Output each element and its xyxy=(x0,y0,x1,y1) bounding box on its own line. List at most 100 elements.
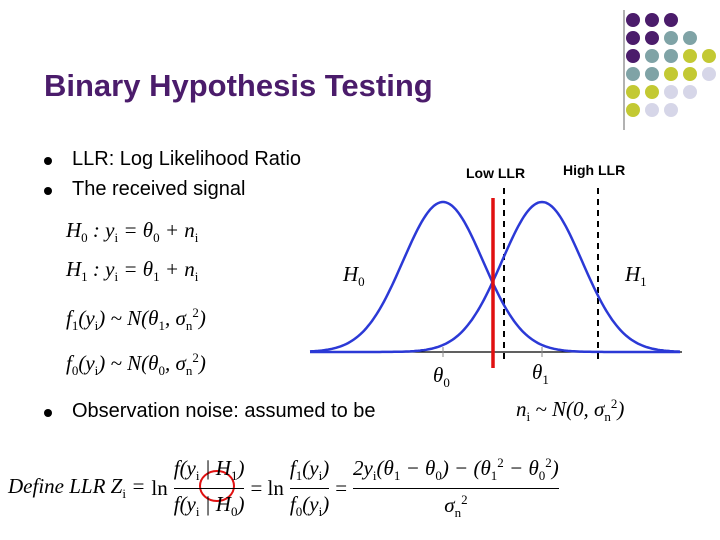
subscript: 0 xyxy=(71,363,79,379)
math-text: + n xyxy=(159,218,195,242)
low-llr-label: Low LLR xyxy=(466,165,526,181)
fraction: 2yi(θ1 − θ0) − (θ12 − θ02) σn2 xyxy=(353,455,559,520)
theta0-label: θ0 xyxy=(433,363,450,391)
math-text: ) ~ N(θ xyxy=(98,351,159,375)
math-text: ) xyxy=(617,397,625,421)
subscript: n xyxy=(604,409,611,425)
subscript: 1 xyxy=(490,468,498,484)
math-text: − θ xyxy=(503,456,539,481)
subscript: 1 xyxy=(542,372,549,388)
subscript: i xyxy=(114,269,119,285)
math-text: ) xyxy=(322,491,330,516)
math-text: | H xyxy=(199,491,231,516)
math-text: ) xyxy=(237,456,245,481)
ln-circle xyxy=(199,470,235,502)
math-text: f(y xyxy=(173,491,196,516)
subscript: i xyxy=(94,363,99,379)
math-text: ) xyxy=(551,456,559,481)
math-text: H xyxy=(66,257,82,281)
denominator: f0(yi) xyxy=(290,492,329,520)
math-text: = θ xyxy=(118,257,154,281)
equation: ni ~ N(0, σn2) xyxy=(516,396,624,425)
llr-eq: = xyxy=(335,475,348,500)
math-text: : y xyxy=(87,257,115,281)
title: Binary Hypothesis Testing xyxy=(44,68,433,103)
subscript: 0 xyxy=(295,503,303,519)
bullet-text: Observation noise: assumed to be xyxy=(72,400,376,422)
bullet: Observation noise: assumed to be xyxy=(44,400,376,423)
math-text: ) ~ N(θ xyxy=(98,306,159,330)
math-text: H xyxy=(343,262,359,286)
h1-curve xyxy=(310,200,681,354)
dot-grid xyxy=(626,13,716,117)
denominator: f(yi | H0) xyxy=(174,492,245,520)
h0-curve xyxy=(309,200,680,354)
subscript: i xyxy=(195,503,200,519)
math-text: (y xyxy=(78,351,95,375)
math-text: (y xyxy=(302,456,319,481)
high-llr-label: High LLR xyxy=(563,162,626,178)
subscript: n xyxy=(454,504,462,520)
math-text: f(y xyxy=(173,456,196,481)
math-text: + n xyxy=(159,257,195,281)
math-text: ) xyxy=(198,306,206,330)
math-text: θ xyxy=(532,360,543,384)
math-text: , σ xyxy=(164,351,186,375)
subscript: 1 xyxy=(295,468,303,484)
subscript: 1 xyxy=(158,318,165,334)
h1-label: H1 xyxy=(625,262,647,290)
numerator: f1(yi) xyxy=(290,456,329,484)
math-text: f xyxy=(289,491,296,516)
math-text: f xyxy=(289,456,296,481)
subscript: 1 xyxy=(81,269,88,285)
superscript: 2 xyxy=(497,455,504,471)
llr-eq: = ln xyxy=(250,475,284,500)
math-text: = θ xyxy=(118,218,154,242)
numerator: f(yi | H1) xyxy=(174,456,245,484)
math-text: H xyxy=(66,218,82,242)
gaussian-figure xyxy=(199,188,682,502)
math-text: (θ xyxy=(376,456,394,481)
h0-label: H0 xyxy=(343,262,365,290)
fraction: f1(yi) f0(yi) xyxy=(289,456,330,520)
subscript: i xyxy=(318,503,323,519)
subscript: 0 xyxy=(81,230,88,246)
denominator: σn2 xyxy=(444,492,467,521)
math-text: ) − (θ xyxy=(441,456,491,481)
subscript: 0 xyxy=(435,468,442,484)
subscript: 0 xyxy=(358,274,365,290)
subscript: i xyxy=(195,468,200,484)
math-text: f xyxy=(66,351,72,375)
subscript: n xyxy=(185,318,193,334)
numerator: 2yi(θ1 − θ0) − (θ12 − θ02) xyxy=(353,455,559,484)
math-text: 2y xyxy=(353,456,373,481)
subscript: i xyxy=(122,486,126,502)
superscript: 2 xyxy=(461,491,468,507)
subscript: i xyxy=(526,409,531,425)
llr-ln: ln xyxy=(151,475,168,500)
theta1-label: θ1 xyxy=(532,360,549,388)
equation: f1(yi) ~ N(θ1, σn2) xyxy=(66,305,206,334)
math-text: θ xyxy=(433,363,444,387)
superscript: 2 xyxy=(610,396,618,411)
subscript: n xyxy=(185,363,193,379)
subscript: 0 xyxy=(153,230,160,246)
subscript: 1 xyxy=(393,468,401,484)
subscript: 1 xyxy=(153,269,160,285)
superscript: 2 xyxy=(545,455,552,471)
math-text: σ xyxy=(444,492,455,517)
math-text: n xyxy=(516,397,527,421)
subscript: i xyxy=(94,318,99,334)
bullet: The received signal xyxy=(43,178,246,201)
subscript: i xyxy=(114,230,119,246)
subscript: i xyxy=(318,468,323,484)
math-text: f xyxy=(66,306,72,330)
math-text: Define LLR Z xyxy=(8,473,123,498)
fraction: f(yi | H1) f(yi | H0) xyxy=(173,456,245,520)
math-text: = xyxy=(125,473,146,498)
subscript: i xyxy=(194,230,199,246)
bullet-text: The received signal xyxy=(72,178,246,200)
math-text: , σ xyxy=(164,306,186,330)
